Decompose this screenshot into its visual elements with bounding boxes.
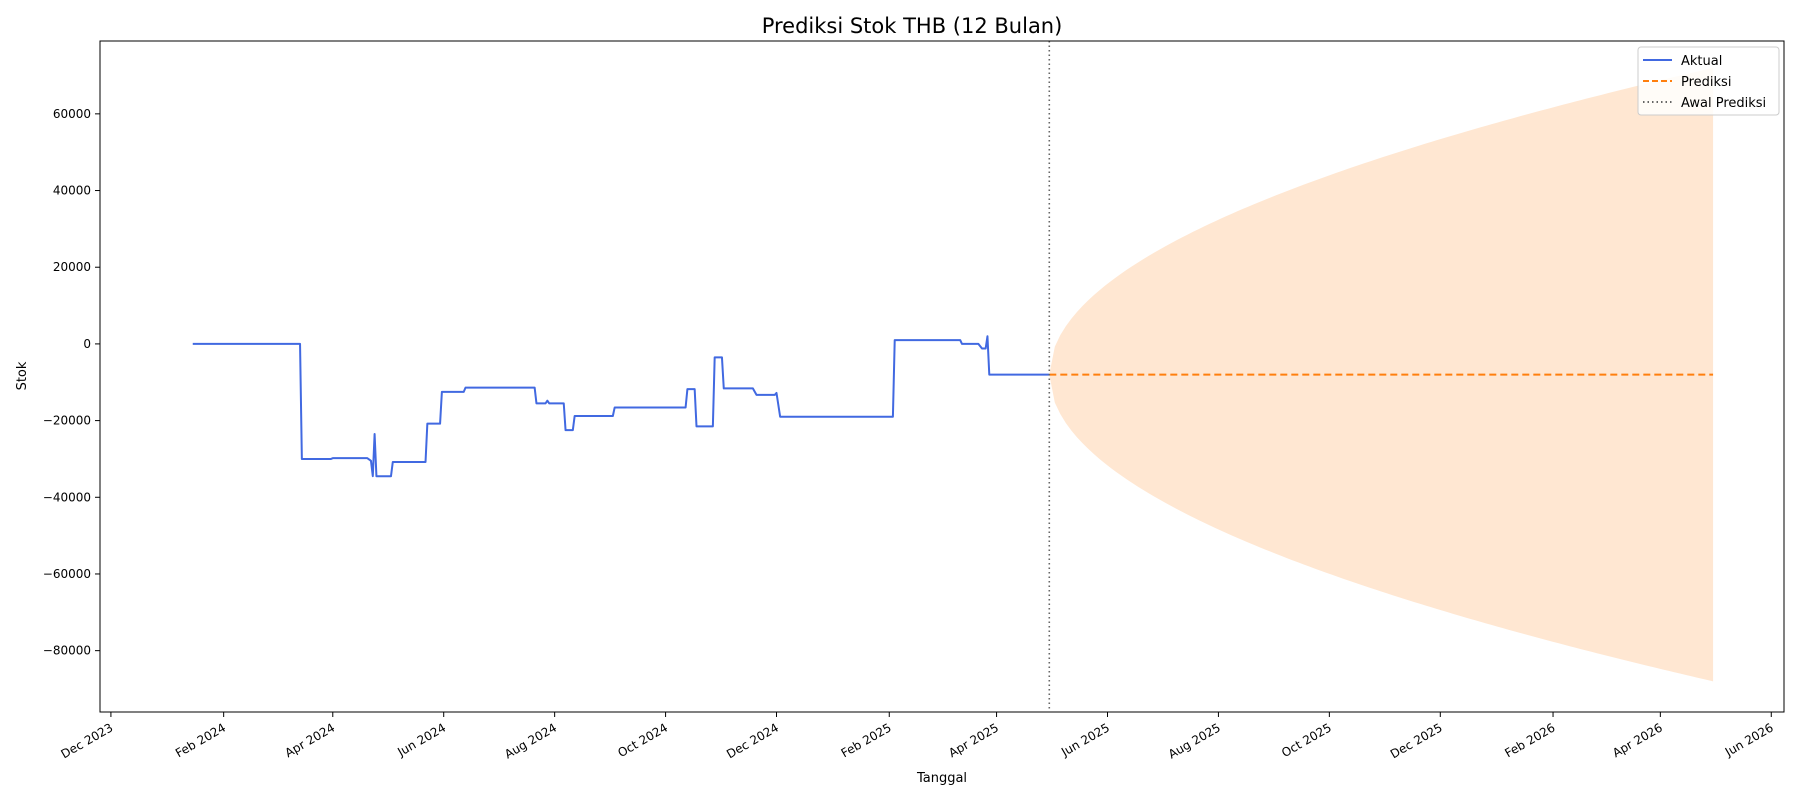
x-tick-label: Aug 2025	[1166, 720, 1223, 761]
x-tick-label: Dec 2023	[59, 720, 116, 761]
y-tick-label: 0	[83, 337, 91, 351]
y-axis-title: Stok	[15, 361, 30, 390]
x-tick-label: Feb 2025	[839, 720, 894, 760]
legend-label-aktual: Aktual	[1681, 54, 1722, 69]
legend: Aktual Prediksi Awal Prediksi	[1637, 46, 1780, 116]
x-tick-label: Apr 2026	[1610, 720, 1665, 760]
x-tick-label: Dec 2024	[724, 720, 781, 761]
x-axis-title: Tanggal	[916, 771, 967, 786]
x-tick-label: Aug 2024	[502, 720, 559, 761]
y-tick-label: −20000	[43, 414, 91, 428]
y-tick-label: 60000	[53, 107, 91, 121]
plot-frame	[99, 40, 1785, 713]
x-tick-label: Jun 2025	[1058, 720, 1112, 759]
x-tick-label: Dec 2025	[1388, 720, 1445, 761]
series-line-aktual	[192, 335, 1050, 478]
legend-label-prediksi: Prediksi	[1681, 75, 1731, 90]
x-tick-label: Oct 2025	[1279, 720, 1334, 760]
x-tick-label: Jun 2026	[1722, 720, 1776, 759]
y-tick-label: 20000	[53, 260, 91, 274]
legend-label-awal-prediksi: Awal Prediksi	[1681, 96, 1766, 111]
x-tick-label: Feb 2026	[1502, 720, 1557, 760]
y-tick-label: 40000	[53, 184, 91, 198]
y-tick-label: −60000	[43, 567, 91, 581]
y-tick-label: −40000	[43, 490, 91, 504]
legend-box	[1637, 46, 1780, 116]
x-tick-label: Jun 2024	[394, 720, 448, 759]
x-tick-label: Apr 2025	[946, 720, 1001, 760]
x-tick-label: Apr 2024	[283, 720, 338, 760]
chart-title: Prediksi Stok THB (12 Bulan)	[762, 14, 1063, 38]
x-tick-label: Feb 2024	[173, 720, 228, 760]
x-tick-label: Oct 2024	[615, 720, 670, 760]
y-tick-label: −80000	[43, 644, 91, 658]
